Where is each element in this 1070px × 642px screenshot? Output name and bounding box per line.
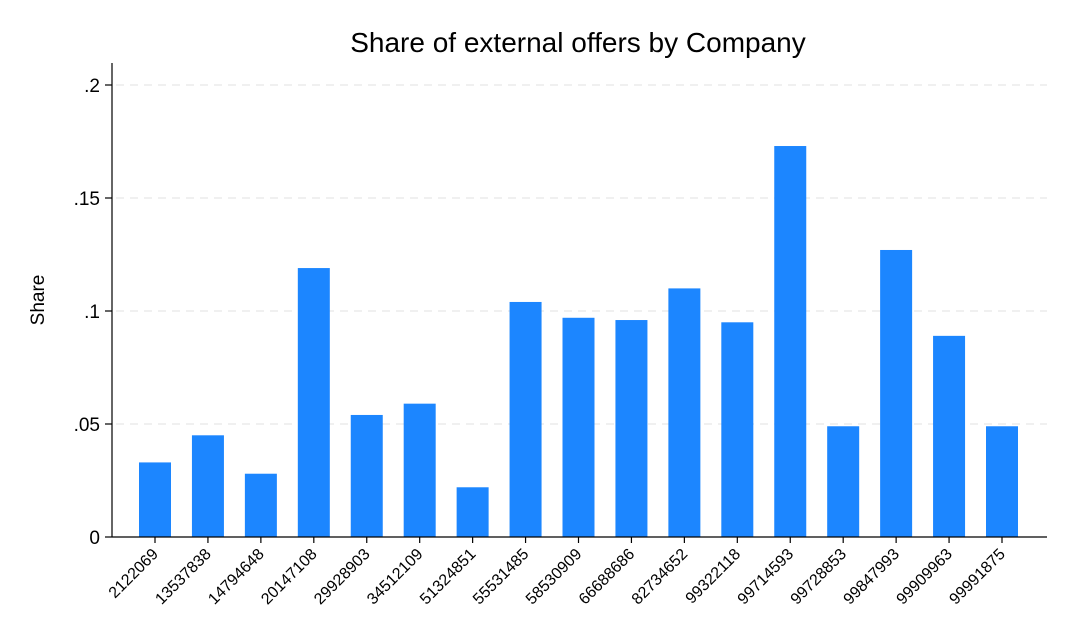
bar-99847993 [880,249,913,538]
bar-2122069 [139,462,171,537]
x-tick-label: 51324851 [417,546,479,608]
x-tick-label: 58530909 [523,546,585,608]
bar-99322118 [721,322,754,537]
x-tick-label: 82734652 [629,546,691,608]
x-tick-label: 13537838 [152,546,214,608]
y-tick-label: .15 [74,189,100,210]
x-tick-label: 34512109 [364,546,426,608]
bar-99714593 [774,146,807,537]
axes [111,63,1047,538]
bar-55531485 [509,301,542,537]
bar-13537838 [191,435,224,537]
x-tick-label: 66688686 [576,546,638,608]
x-tick-label: 99991875 [946,546,1008,608]
x-tick-label: 20147108 [258,546,320,608]
chart-title: Share of external offers by Company [350,27,806,58]
x-tick-labels: 2122069135378381479464820147108299289033… [106,537,1009,608]
y-tick-labels: 0 .05 .1 .15 .2 [74,76,112,549]
bar-14794648 [244,473,277,537]
y-axis-label: Share [28,275,49,326]
x-tick-label: 99714593 [735,546,797,608]
x-tick-label: 2122069 [106,546,162,602]
bar-58530909 [562,317,595,537]
y-tick-label: 0 [89,528,100,549]
bars [139,146,1018,538]
y-tick-label: .2 [84,76,100,97]
x-tick-label: 99728853 [788,546,850,608]
x-tick-label: 99322118 [683,546,745,608]
bar-51324851 [456,487,489,537]
bar-20147108 [297,268,330,537]
x-tick-label: 99847993 [841,546,903,608]
bar-99991875 [986,426,1018,537]
y-tick-label: .05 [74,415,100,436]
x-tick-label: 99909963 [894,546,956,608]
y-tick-label: .1 [84,302,100,323]
bar-82734652 [668,288,701,537]
bar-99909963 [933,335,966,537]
x-tick-label: 14794648 [205,546,267,608]
x-tick-label: 55531485 [470,546,532,608]
bar-66688686 [615,320,648,537]
bar-99728853 [827,426,860,537]
x-tick-label: 29928903 [311,546,373,608]
bar-34512109 [403,403,436,537]
bar-29928903 [350,414,383,537]
